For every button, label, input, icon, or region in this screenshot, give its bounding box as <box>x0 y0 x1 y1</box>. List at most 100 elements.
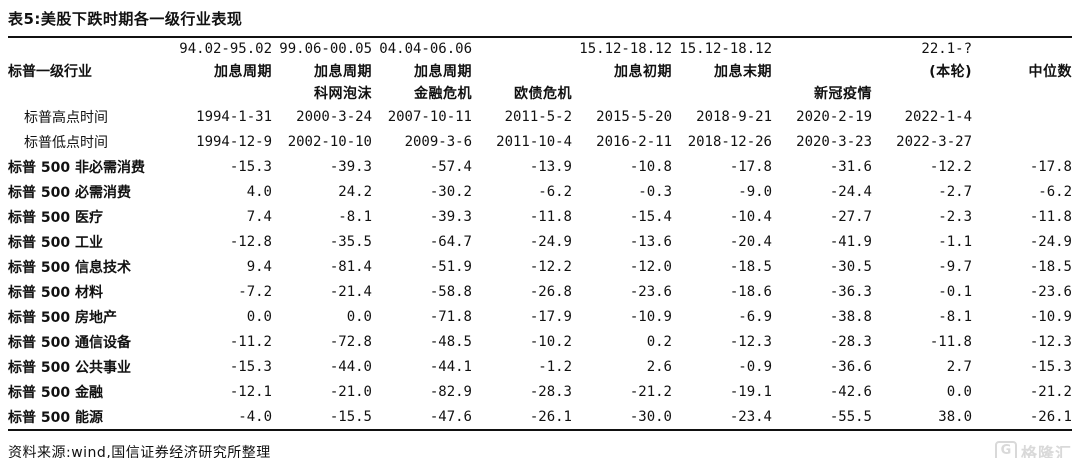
title-divider-rule <box>8 36 1072 38</box>
value-cell: -28.3 <box>829 333 872 350</box>
value-cell: -12.2 <box>929 158 972 175</box>
value-cell: 38.0 <box>938 408 972 425</box>
value-cell: -71.8 <box>429 308 472 325</box>
value-cell: -10.9 <box>1029 308 1072 325</box>
value-cell: -11.8 <box>529 208 572 225</box>
sector-row: 标普 500 能源 -4.0 -15.5 -47.6 -26.1 -30.0 -23.4 -5… <box>8 404 1072 430</box>
gelonghui-watermark: G 格隆汇 <box>994 440 1072 458</box>
value-cell: -30.2 <box>429 183 472 200</box>
gelonghui-logo-icon: G <box>994 441 1017 458</box>
value-cell: -51.9 <box>429 258 472 275</box>
column-header: 加息周期 <box>314 64 372 80</box>
value-cell: -0.3 <box>638 183 672 200</box>
column-header <box>472 38 572 60</box>
column-header: 加息周期 <box>414 64 472 80</box>
sector-row: 标普 500 工业 -12.8 -35.5 -64.7 -24.9 -13.6 -20.4 -… <box>8 229 1072 254</box>
sector-row: 标普 500 非必需消费 -15.3 -39.3 -57.4 -13.9 -10.8 -17… <box>8 154 1072 179</box>
header-row-line2: 标普一级行业 加息周期 加息周期 加息周期 加息初期 加息末期 (本轮) 中位数 <box>8 60 1072 82</box>
date-cell: 2011-5-2 <box>504 108 572 125</box>
column-header: 金融危机 <box>414 86 472 102</box>
value-cell: 0.0 <box>246 308 272 325</box>
value-cell: -12.2 <box>529 258 572 275</box>
value-cell: -17.8 <box>729 158 772 175</box>
value-cell: -0.9 <box>738 358 772 375</box>
value-cell: -0.1 <box>938 283 972 300</box>
date-cell <box>972 129 1072 154</box>
column-header <box>872 82 972 104</box>
value-cell: -23.6 <box>629 283 672 300</box>
date-cell <box>972 104 1072 129</box>
value-cell: -6.2 <box>1038 183 1072 200</box>
value-cell: -18.6 <box>729 283 772 300</box>
column-header: 94.02-95.02 <box>179 41 272 57</box>
value-cell: 9.4 <box>246 258 272 275</box>
sector-row: 标普 500 通信设备 -11.2 -72.8 -48.5 -10.2 0.2 -12.3 -… <box>8 329 1072 354</box>
date-cell: 2011-10-4 <box>496 133 572 150</box>
value-cell: -58.8 <box>429 283 472 300</box>
sector-row-label: 标普 500 医疗 <box>8 209 103 226</box>
date-cell: 2016-2-11 <box>596 133 672 150</box>
column-header: 加息初期 <box>614 64 672 80</box>
value-cell: -36.6 <box>829 358 872 375</box>
column-header <box>172 82 272 104</box>
value-cell: -24.4 <box>829 183 872 200</box>
value-cell: -47.6 <box>429 408 472 425</box>
value-cell: -23.4 <box>729 408 772 425</box>
date-cell: 1994-1-31 <box>196 108 272 125</box>
value-cell: -8.1 <box>338 208 372 225</box>
value-cell: -21.0 <box>329 383 372 400</box>
date-cell: 2020-3-23 <box>796 133 872 150</box>
value-cell: 2.6 <box>646 358 672 375</box>
gelonghui-logo-text: 格隆汇 <box>1020 444 1072 458</box>
value-cell: 4.0 <box>246 183 272 200</box>
date-cell: 1994-12-9 <box>196 133 272 150</box>
value-cell: -26.1 <box>1029 408 1072 425</box>
value-cell: -6.2 <box>538 183 572 200</box>
value-cell: -72.8 <box>329 333 372 350</box>
date-cell: 2002-10-10 <box>287 133 372 150</box>
column-header: 加息周期 <box>214 64 272 80</box>
column-header <box>972 82 1072 104</box>
date-cell: 2018-9-21 <box>696 108 772 125</box>
header-row-line3: 科网泡沫 金融危机 欧债危机 新冠疫情 <box>8 82 1072 104</box>
column-header <box>772 60 872 82</box>
value-cell: -18.5 <box>729 258 772 275</box>
value-cell: -10.4 <box>729 208 772 225</box>
sector-row-label: 标普 500 工业 <box>8 234 103 251</box>
sector-row-label: 标普 500 必需消费 <box>8 184 131 201</box>
value-cell: -30.5 <box>829 258 872 275</box>
value-cell: -9.7 <box>938 258 972 275</box>
source-note: 资料来源:wind,国信证券经济研究所整理 <box>8 445 271 458</box>
value-cell: -19.1 <box>729 383 772 400</box>
column-header: 15.12-18.12 <box>679 41 772 57</box>
value-cell: -30.0 <box>629 408 672 425</box>
value-cell: -12.3 <box>729 333 772 350</box>
value-cell: 24.2 <box>338 183 372 200</box>
value-cell: -11.8 <box>929 333 972 350</box>
date-cell: 2020-2-19 <box>796 108 872 125</box>
value-cell: -1.2 <box>538 358 572 375</box>
sector-row: 标普 500 材料 -7.2 -21.4 -58.8 -26.8 -23.6 -18.6 -3… <box>8 279 1072 304</box>
value-cell: -15.3 <box>229 158 272 175</box>
column-header <box>772 38 872 60</box>
sector-row: 标普 500 信息技术 9.4 -81.4 -51.9 -12.2 -12.0 -18.5 -… <box>8 254 1072 279</box>
column-header: 欧债危机 <box>514 86 572 102</box>
value-cell: -4.0 <box>238 408 272 425</box>
column-header <box>472 60 572 82</box>
table-footer: 资料来源:wind,国信证券经济研究所整理 G 格隆汇 <box>8 431 1072 458</box>
value-cell: -21.4 <box>329 283 372 300</box>
date-row: 标普高点时间 1994-1-31 2000-3-24 2007-10-11 2011-5… <box>8 104 1072 129</box>
value-cell: -8.1 <box>938 308 972 325</box>
row-header-label: 标普一级行业 <box>8 64 92 80</box>
sector-row-label: 标普 500 信息技术 <box>8 259 131 276</box>
row-header-label <box>8 38 172 60</box>
sector-row: 标普 500 必需消费 4.0 24.2 -30.2 -6.2 -0.3 -9.0 -24.4… <box>8 179 1072 204</box>
column-header: (本轮) <box>929 64 972 80</box>
value-cell: -44.1 <box>429 358 472 375</box>
value-cell: 0.0 <box>346 308 372 325</box>
sector-row-label: 标普 500 材料 <box>8 284 103 301</box>
date-row-label: 标普低点时间 <box>24 134 108 151</box>
value-cell: -13.9 <box>529 158 572 175</box>
value-cell: -21.2 <box>629 383 672 400</box>
